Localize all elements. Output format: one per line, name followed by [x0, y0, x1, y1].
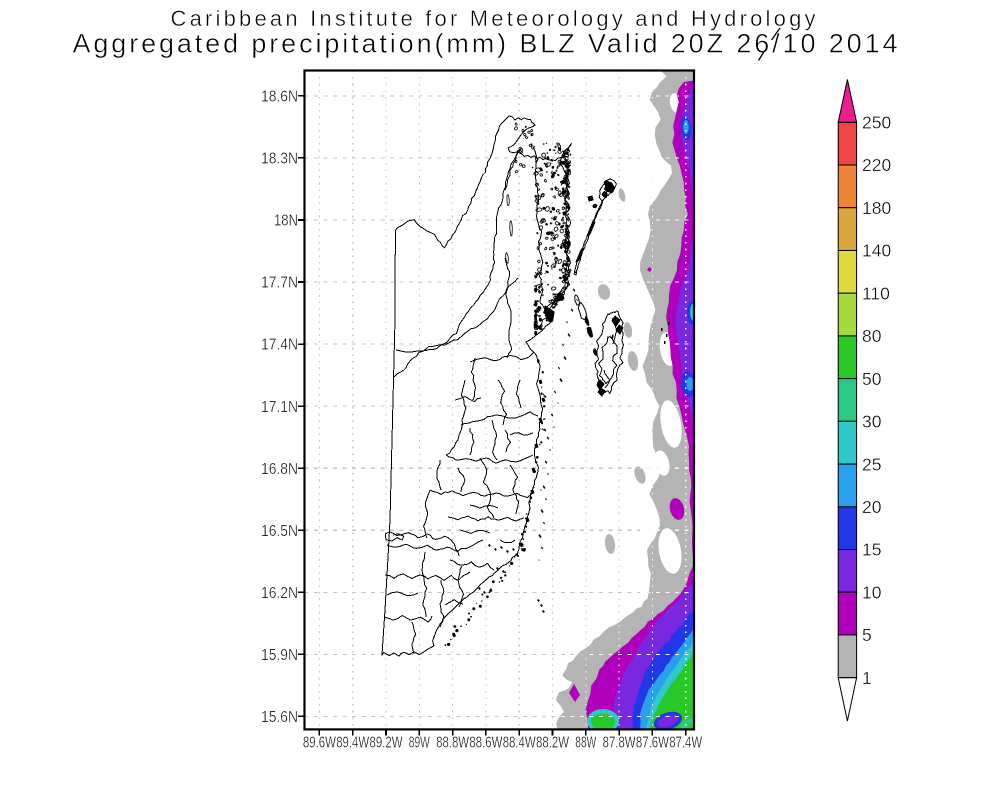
svg-text:17.4N: 17.4N — [261, 337, 298, 354]
svg-text:16.2N: 16.2N — [261, 585, 298, 602]
svg-text:Aggregated precipitation(mm) B: Aggregated precipitation(mm) BLZ Valid 2… — [73, 29, 898, 59]
svg-text:87.4W: 87.4W — [669, 735, 702, 752]
svg-text:140: 140 — [862, 241, 891, 261]
svg-text:25: 25 — [862, 454, 881, 474]
svg-text:87.8W: 87.8W — [603, 735, 636, 752]
svg-text:110: 110 — [862, 283, 890, 303]
svg-text:10: 10 — [862, 582, 882, 602]
svg-text:89.6W: 89.6W — [303, 735, 336, 752]
svg-text:15.9N: 15.9N — [261, 647, 298, 664]
svg-text:5: 5 — [862, 625, 872, 645]
svg-text:88.2W: 88.2W — [536, 735, 569, 752]
svg-text:50: 50 — [862, 369, 882, 389]
svg-text:17.7N: 17.7N — [261, 275, 298, 292]
svg-text:20: 20 — [862, 497, 882, 517]
svg-text:88W: 88W — [575, 735, 596, 752]
svg-text:88.6W: 88.6W — [469, 735, 502, 752]
svg-text:1: 1 — [862, 668, 872, 688]
svg-text:15.6N: 15.6N — [261, 709, 298, 726]
svg-text:250: 250 — [862, 113, 891, 133]
svg-text:88.4W: 88.4W — [503, 735, 536, 752]
svg-text:180: 180 — [862, 198, 891, 218]
svg-text:220: 220 — [862, 155, 891, 175]
svg-text:15: 15 — [862, 540, 881, 560]
svg-text:16.8N: 16.8N — [261, 461, 298, 478]
svg-text:18.3N: 18.3N — [261, 151, 298, 168]
svg-text:87.6W: 87.6W — [636, 735, 669, 752]
svg-text:89W: 89W — [409, 735, 430, 752]
svg-text:89.2W: 89.2W — [370, 735, 403, 752]
svg-text:89.4W: 89.4W — [336, 735, 369, 752]
svg-text:18N: 18N — [274, 213, 298, 230]
svg-text:16.5N: 16.5N — [261, 523, 298, 540]
svg-text:30: 30 — [862, 412, 882, 432]
svg-text:80: 80 — [862, 326, 882, 346]
svg-text:18.6N: 18.6N — [261, 89, 298, 106]
svg-text:17.1N: 17.1N — [261, 399, 298, 416]
svg-text:88.8W: 88.8W — [436, 735, 469, 752]
